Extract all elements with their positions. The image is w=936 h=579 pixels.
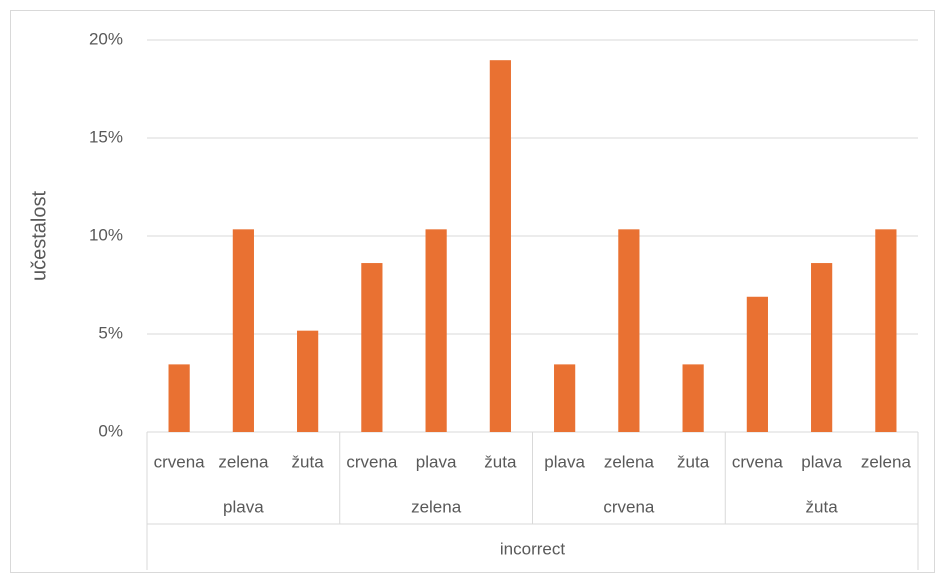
x-tick-label: crvena	[732, 452, 784, 471]
bar	[489, 60, 511, 433]
super-group-label: incorrect	[500, 539, 565, 558]
y-tick-label: 20%	[89, 29, 123, 48]
bar	[618, 229, 640, 432]
x-tick-label: zelena	[861, 452, 912, 471]
x-tick-label: plava	[416, 452, 457, 471]
group-label: zelena	[411, 497, 462, 516]
x-tick-label: plava	[801, 452, 842, 471]
y-axis-label: učestalost	[28, 191, 50, 281]
bar	[425, 229, 447, 432]
bar	[297, 330, 319, 432]
bar	[361, 263, 383, 432]
bar	[811, 263, 833, 432]
x-tick-label: žuta	[677, 452, 710, 471]
group-label: plava	[223, 497, 264, 516]
bar	[875, 229, 897, 432]
bar	[232, 229, 254, 432]
y-tick-label: 15%	[89, 127, 123, 146]
x-tick-label: žuta	[292, 452, 325, 471]
bar	[682, 364, 704, 432]
chart-frame	[10, 10, 935, 573]
x-tick-label: plava	[544, 452, 585, 471]
y-tick-label: 5%	[98, 323, 123, 342]
group-label: žuta	[806, 497, 839, 516]
x-tick-label: zelena	[604, 452, 655, 471]
x-tick-label: crvena	[346, 452, 398, 471]
y-tick-label: 10%	[89, 225, 123, 244]
bar	[168, 364, 190, 432]
y-tick-label: 0%	[98, 421, 123, 440]
bar	[554, 364, 576, 432]
group-label: crvena	[603, 497, 655, 516]
bar	[746, 296, 768, 432]
x-tick-label: žuta	[484, 452, 517, 471]
x-tick-label: crvena	[154, 452, 206, 471]
x-tick-label: zelena	[218, 452, 269, 471]
